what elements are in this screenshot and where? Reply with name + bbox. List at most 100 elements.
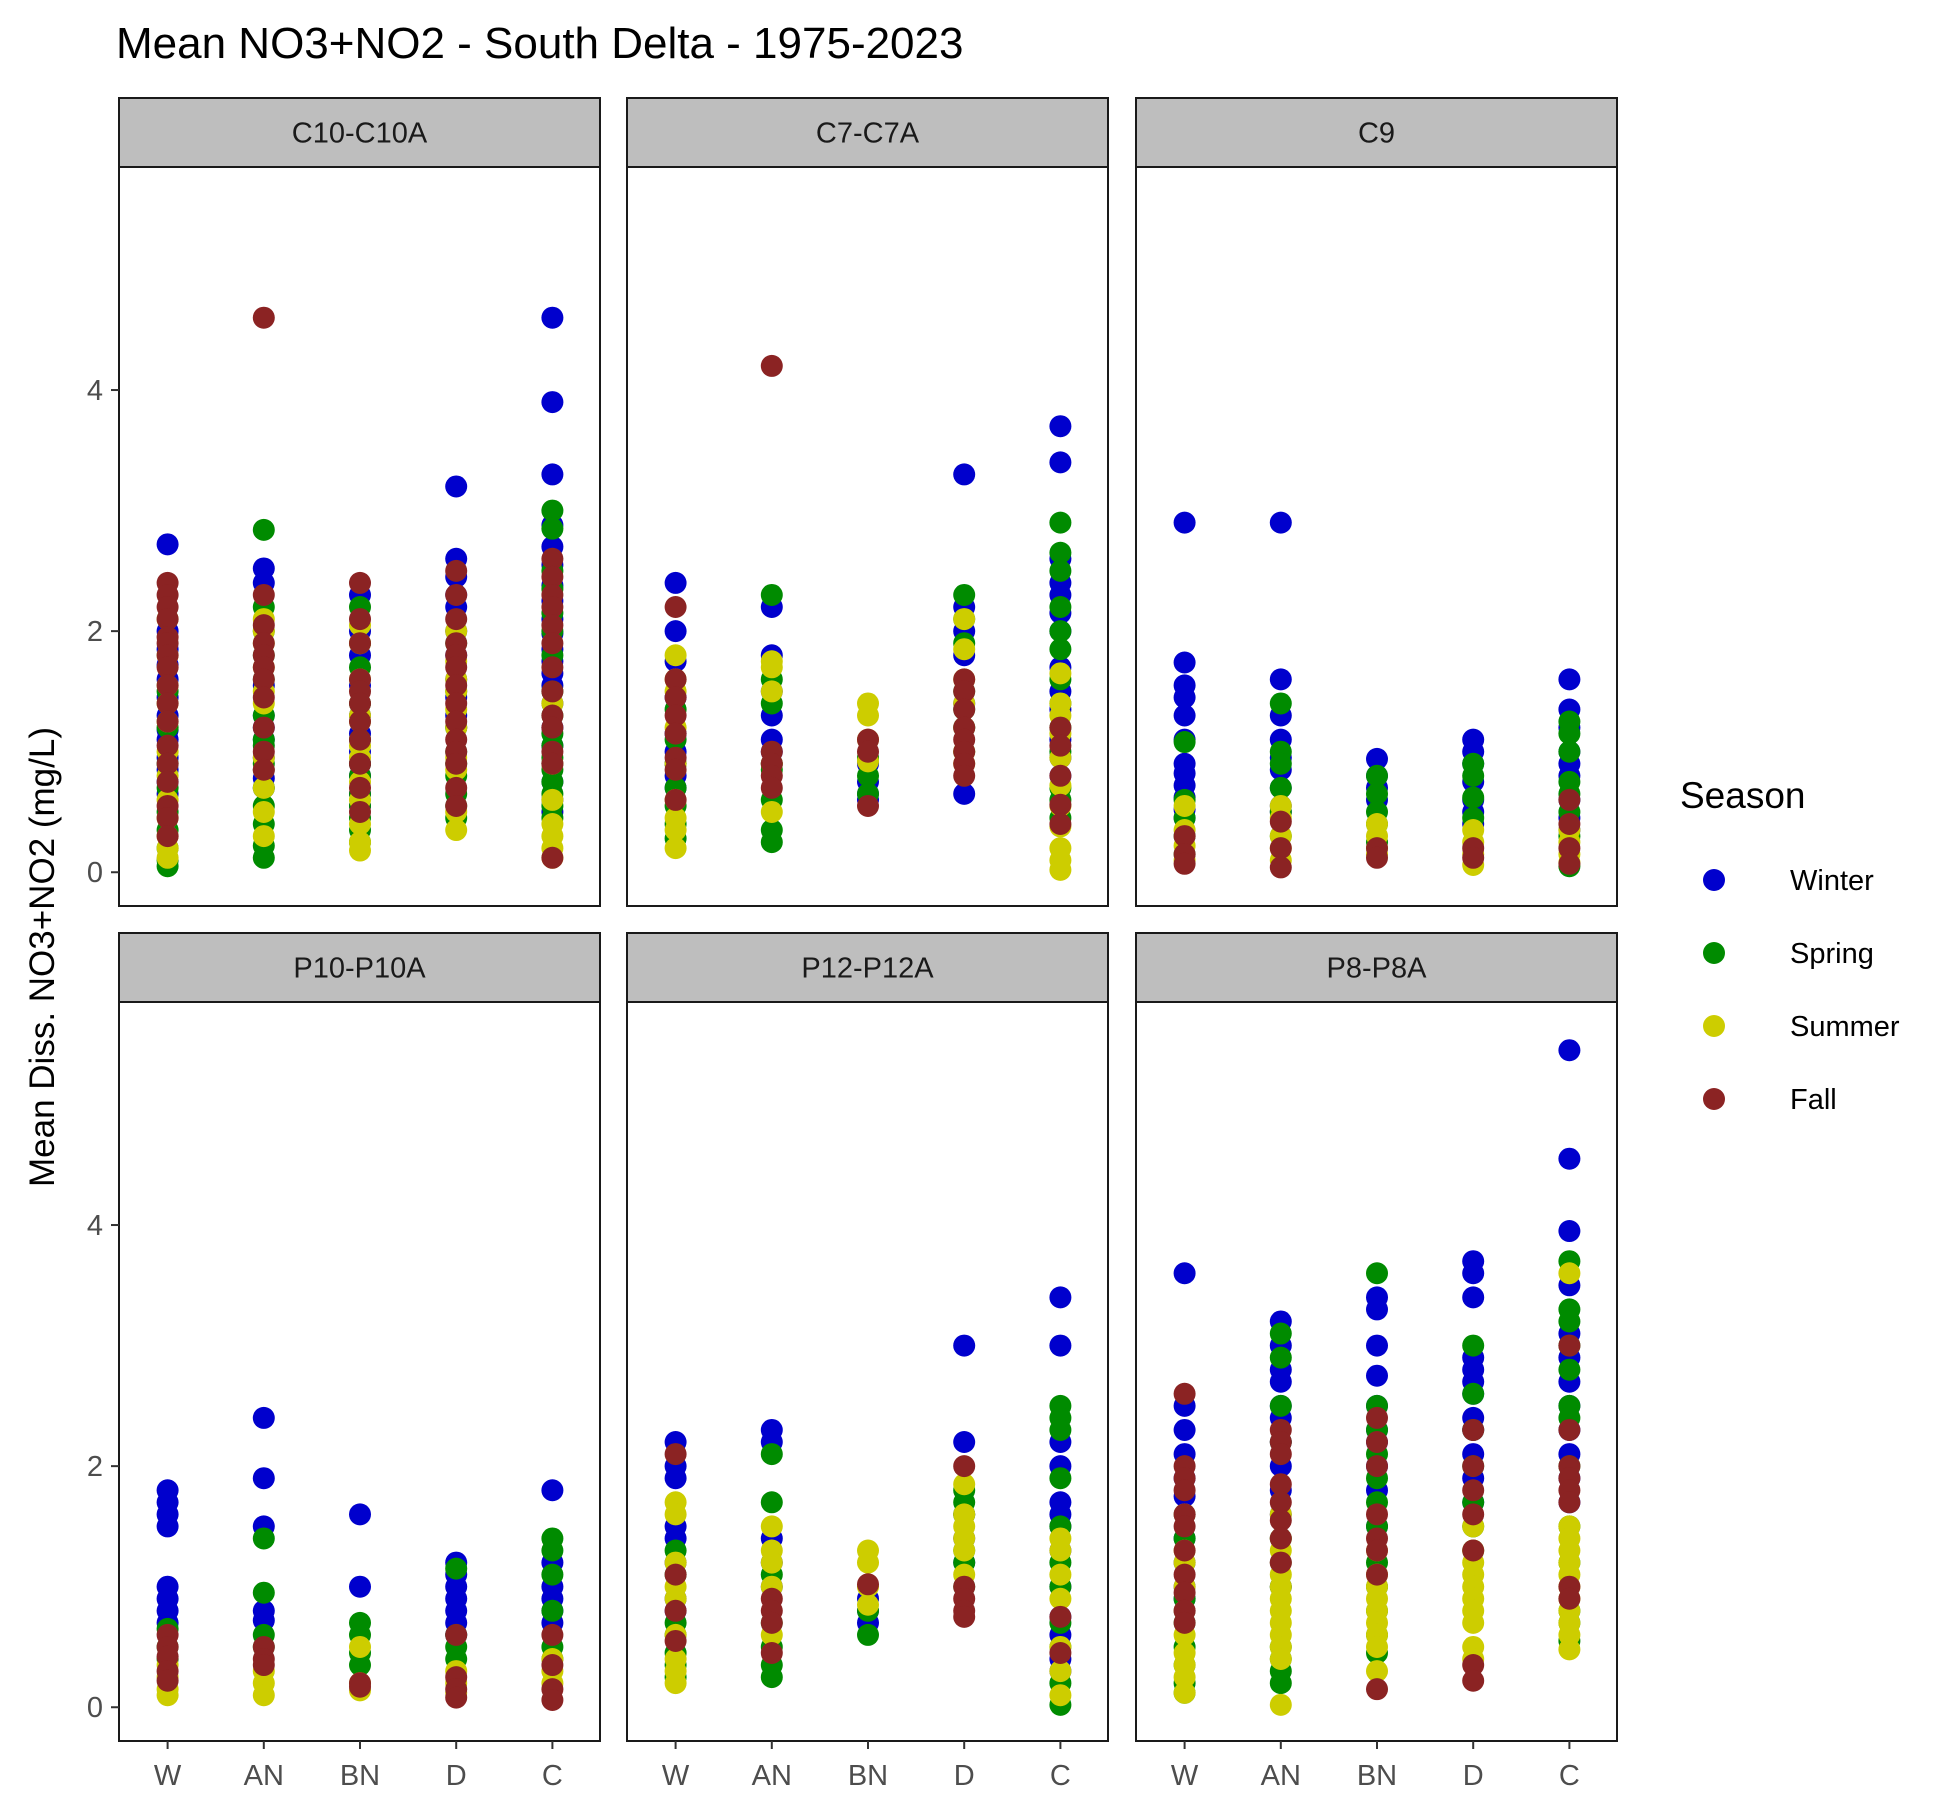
point-fall bbox=[541, 547, 564, 570]
point-fall bbox=[445, 674, 468, 697]
point-fall bbox=[541, 614, 564, 637]
point-fall bbox=[664, 1629, 687, 1652]
facet-strip-label: P12-P12A bbox=[801, 953, 934, 985]
point-winter bbox=[252, 1467, 275, 1490]
point-winter bbox=[1049, 1334, 1072, 1357]
panel-p10-p10a: P10-P10A 0 2 4 W AN BN D C bbox=[87, 932, 601, 1792]
point-fall bbox=[541, 752, 564, 775]
point-fall bbox=[252, 758, 275, 781]
point-winter bbox=[541, 1479, 564, 1502]
y-tick-label: 4 bbox=[87, 1210, 103, 1242]
point-fall bbox=[760, 354, 783, 377]
point-fall bbox=[349, 776, 371, 799]
point-spring bbox=[252, 1581, 275, 1604]
point-spring bbox=[1366, 782, 1388, 805]
point-spring bbox=[252, 846, 275, 869]
point-fall bbox=[349, 710, 371, 733]
point-fall bbox=[1173, 1515, 1196, 1538]
point-summer bbox=[760, 800, 783, 823]
point-fall bbox=[156, 752, 179, 775]
legend-item-winter: Winter bbox=[1703, 865, 1874, 897]
facet-strip-label: P8-P8A bbox=[1327, 953, 1428, 985]
point-summer bbox=[1049, 1563, 1072, 1586]
x-tick-label: D bbox=[1463, 1760, 1484, 1792]
facet-strip bbox=[626, 97, 1109, 168]
point-fall bbox=[1462, 1539, 1485, 1562]
point-summer bbox=[664, 1672, 687, 1695]
x-tick-label: BN bbox=[848, 1760, 888, 1792]
point-summer bbox=[349, 1635, 371, 1658]
point-summer bbox=[1366, 1660, 1388, 1683]
point-fall bbox=[445, 1686, 468, 1709]
point-spring bbox=[1462, 1382, 1485, 1405]
point-fall bbox=[1366, 1455, 1388, 1478]
point-winter bbox=[664, 1467, 687, 1490]
point-fall bbox=[1366, 1431, 1388, 1454]
y-tick-label: 0 bbox=[87, 857, 103, 889]
point-summer bbox=[252, 1684, 275, 1707]
point-fall bbox=[156, 710, 179, 733]
point-summer bbox=[857, 1593, 879, 1616]
point-summer bbox=[252, 825, 275, 848]
point-fall bbox=[1462, 1654, 1485, 1677]
point-fall bbox=[1462, 1418, 1485, 1441]
point-winter bbox=[1558, 1039, 1581, 1062]
point-fall bbox=[1173, 1539, 1196, 1562]
point-fall bbox=[156, 1669, 179, 1692]
point-summer bbox=[953, 1473, 976, 1496]
x-tick-label: D bbox=[954, 1760, 975, 1792]
point-fall bbox=[1049, 1641, 1072, 1664]
x-tick-label: BN bbox=[1357, 1760, 1397, 1792]
point-fall bbox=[445, 559, 468, 582]
point-spring bbox=[1269, 776, 1292, 799]
point-fall bbox=[445, 1623, 468, 1646]
point-spring bbox=[1049, 620, 1072, 643]
point-summer bbox=[857, 1551, 879, 1574]
point-fall bbox=[1558, 1418, 1581, 1441]
chart-title: Mean NO3+NO2 - South Delta - 1975-2023 bbox=[116, 19, 963, 68]
point-fall bbox=[156, 734, 179, 757]
points bbox=[156, 1406, 564, 1712]
point-summer bbox=[664, 837, 687, 860]
point-spring bbox=[1173, 731, 1196, 754]
point-spring bbox=[541, 517, 564, 540]
point-spring bbox=[1558, 722, 1581, 745]
point-fall bbox=[349, 692, 371, 715]
point-fall bbox=[252, 716, 275, 739]
facet-strip-label: C7-C7A bbox=[816, 118, 920, 150]
point-winter bbox=[1366, 1334, 1388, 1357]
point-fall bbox=[1366, 1678, 1388, 1701]
point-fall bbox=[156, 674, 179, 697]
point-spring bbox=[760, 1666, 783, 1689]
point-fall bbox=[541, 565, 564, 588]
panel-c10-c10a: C10-C10A 0 2 4 bbox=[87, 97, 601, 907]
point-fall bbox=[1366, 1406, 1388, 1429]
point-fall bbox=[1462, 1455, 1485, 1478]
point-fall bbox=[541, 632, 564, 655]
point-winter bbox=[953, 463, 976, 486]
point-fall bbox=[953, 764, 976, 787]
panel-border bbox=[626, 166, 1109, 907]
point-fall bbox=[156, 825, 179, 848]
point-fall bbox=[252, 614, 275, 637]
points bbox=[664, 354, 1072, 881]
point-fall bbox=[953, 698, 976, 721]
point-fall bbox=[1173, 1563, 1196, 1586]
point-winter bbox=[1173, 651, 1196, 674]
x-tick-label: C bbox=[1050, 1760, 1071, 1792]
point-spring bbox=[1049, 1418, 1072, 1441]
point-fall bbox=[445, 608, 468, 631]
point-fall bbox=[1269, 810, 1292, 833]
point-spring bbox=[541, 499, 564, 522]
point-winter bbox=[664, 571, 687, 594]
point-summer bbox=[857, 704, 879, 727]
point-winter bbox=[953, 782, 976, 805]
point-summer bbox=[1173, 794, 1196, 817]
point-spring bbox=[445, 1557, 468, 1580]
point-spring bbox=[1558, 1358, 1581, 1381]
x-tick-label: AN bbox=[752, 1760, 792, 1792]
point-fall bbox=[857, 794, 879, 817]
point-fall bbox=[1366, 1563, 1388, 1586]
y-axis-title: Mean Diss. NO3+NO2 (mg/L) bbox=[23, 727, 62, 1187]
point-summer bbox=[1049, 662, 1072, 685]
